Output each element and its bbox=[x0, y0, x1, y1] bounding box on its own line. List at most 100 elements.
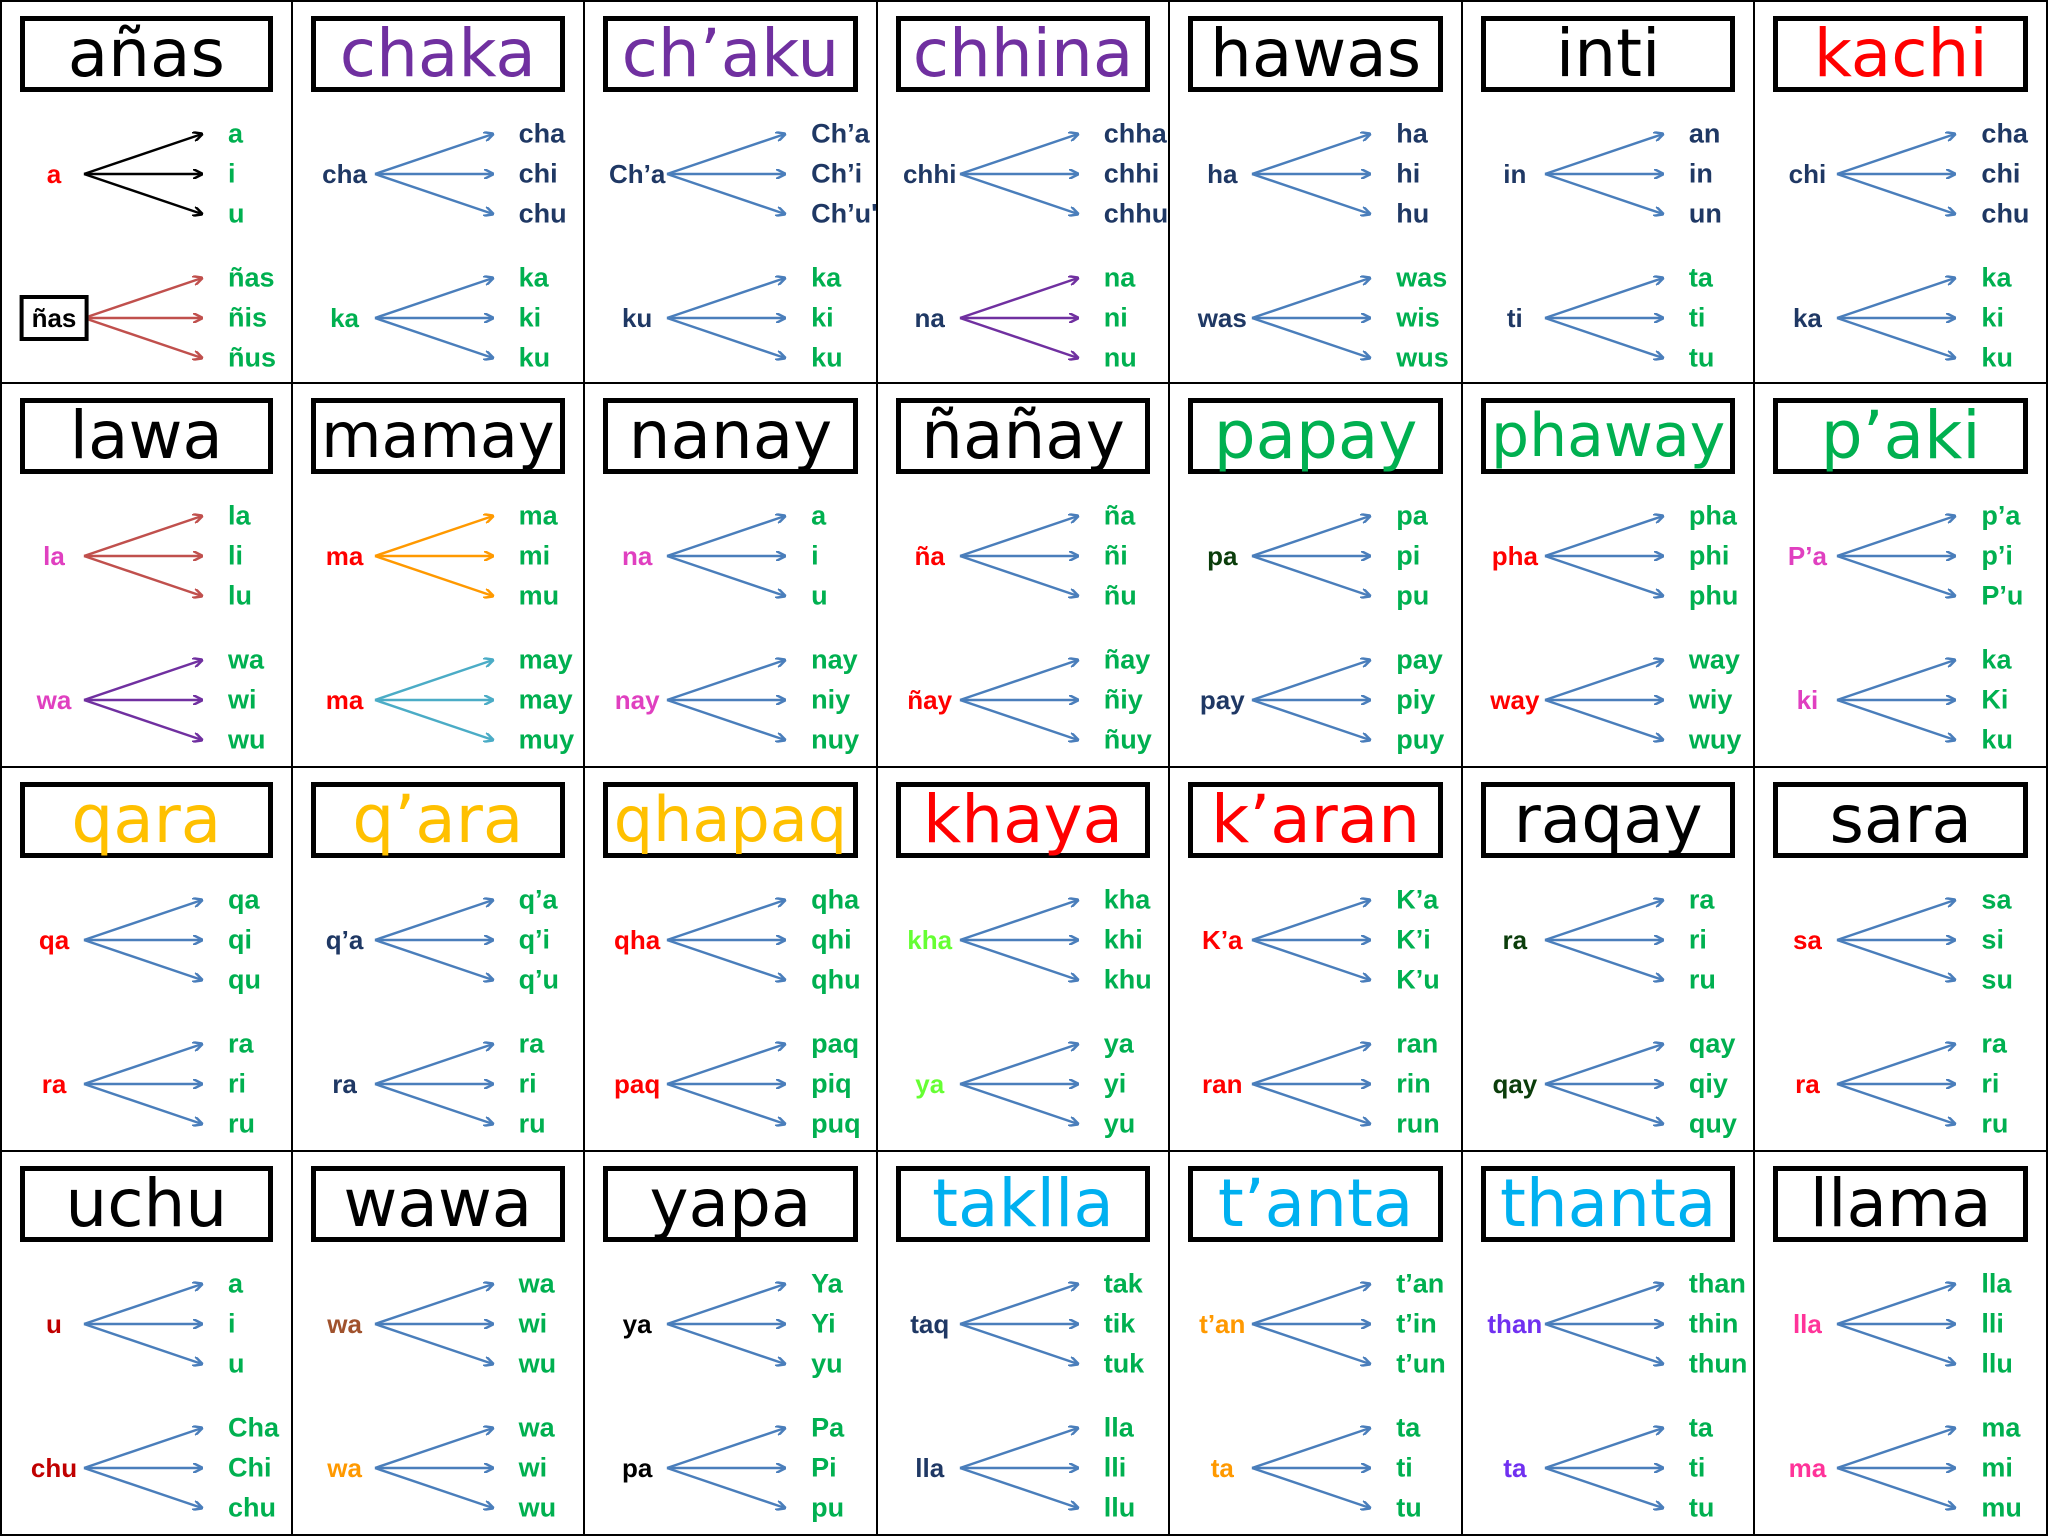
arrow-1 bbox=[1251, 278, 1370, 320]
syllable: wu bbox=[518, 1348, 557, 1379]
arrow-1 bbox=[666, 1428, 785, 1470]
arrow-1 bbox=[1837, 1044, 1955, 1086]
arrow-1 bbox=[83, 1284, 202, 1326]
syllable: hu bbox=[1396, 198, 1430, 229]
syllable: ñiy bbox=[1103, 684, 1143, 715]
syllable: q’a bbox=[518, 884, 558, 915]
root-syllable: ra bbox=[332, 1069, 357, 1099]
syllable: nay bbox=[811, 644, 858, 675]
syllable: ri bbox=[1981, 1068, 2000, 1099]
arrow-1 bbox=[83, 660, 202, 702]
root-syllable: ma bbox=[1788, 1453, 1827, 1483]
syllable: ri bbox=[228, 1068, 247, 1099]
arrow-1 bbox=[374, 900, 493, 942]
syllable: lli bbox=[1103, 1452, 1127, 1483]
arrow-3 bbox=[1837, 1322, 1955, 1364]
root-syllable: ka bbox=[1792, 303, 1822, 333]
syllable: pa bbox=[1396, 500, 1428, 531]
arrow-1 bbox=[1544, 900, 1663, 942]
syllable: thun bbox=[1688, 1348, 1748, 1379]
syllable: chu bbox=[1981, 198, 2030, 229]
syllable: wi bbox=[518, 1452, 548, 1483]
root-syllable: qha bbox=[614, 925, 661, 955]
syllable: P’u bbox=[1981, 580, 2024, 611]
word-title: qhapaq bbox=[613, 783, 848, 856]
syllable: u bbox=[811, 580, 828, 611]
word-title-box: thanta bbox=[1480, 1166, 1736, 1242]
syllable: ka bbox=[811, 262, 842, 293]
syllable: lli bbox=[1981, 1308, 2004, 1339]
syllable: quy bbox=[1688, 1108, 1737, 1139]
syllable: si bbox=[1981, 924, 2004, 955]
arrow-1 bbox=[1837, 900, 1955, 942]
arrow-1 bbox=[83, 516, 202, 558]
word-title-box: nanay bbox=[603, 398, 858, 474]
word-title-box: phaway bbox=[1480, 398, 1736, 474]
word-title: sara bbox=[1829, 781, 1972, 858]
root-syllable: ma bbox=[325, 541, 364, 571]
card-papay: papay pa pi pu pa pay piy puy pay bbox=[1170, 384, 1463, 768]
arrow-1 bbox=[1837, 1284, 1955, 1326]
arrow-1 bbox=[666, 278, 785, 320]
syllable: wa bbox=[228, 644, 265, 675]
arrow-3 bbox=[1837, 1466, 1955, 1508]
root-syllable: ya bbox=[622, 1309, 652, 1339]
arrow-1 bbox=[1251, 134, 1370, 176]
card-phaway: phaway pha phi phu pha way wiy wuy way bbox=[1462, 384, 1756, 768]
arrow-3 bbox=[666, 316, 785, 358]
root-syllable: pa bbox=[1207, 541, 1238, 571]
arrow-3 bbox=[959, 1082, 1078, 1124]
arrow-3 bbox=[959, 554, 1078, 596]
syllable: muy bbox=[518, 724, 575, 755]
root-syllable: ra bbox=[1795, 1069, 1820, 1099]
word-title: ch’aku bbox=[621, 15, 840, 92]
arrow-1 bbox=[83, 1044, 202, 1086]
arrow-1 bbox=[959, 660, 1078, 702]
arrow-3 bbox=[374, 698, 493, 740]
root-syllable: pha bbox=[1491, 541, 1538, 571]
syllable: i bbox=[228, 1308, 236, 1339]
syllable: ñuy bbox=[1103, 724, 1152, 755]
card-uchu: uchu a i u u Cha Chi chu chu bbox=[0, 1152, 293, 1536]
word-title-box: chaka bbox=[310, 15, 566, 92]
syllable: ki bbox=[1981, 302, 2004, 333]
syllable: nuy bbox=[811, 724, 860, 755]
arrow-3 bbox=[374, 1466, 493, 1508]
arrow-1 bbox=[666, 660, 785, 702]
word-title-box: khaya bbox=[895, 782, 1151, 858]
root-syllable: chi bbox=[1788, 159, 1827, 189]
syllable: tu bbox=[1688, 1492, 1715, 1523]
syllable: p’i bbox=[1981, 540, 2013, 571]
arrow-3 bbox=[1544, 554, 1663, 596]
root-syllable: taq bbox=[910, 1309, 950, 1339]
card-qhapaq: qhapaq qha qhi qhu qha paq piq puq paq bbox=[585, 768, 878, 1152]
arrow-1 bbox=[666, 900, 785, 942]
root-syllable: ki bbox=[1796, 685, 1819, 715]
word-title: chhina bbox=[912, 15, 1134, 92]
root-syllable: way bbox=[1490, 685, 1540, 715]
syllable: ñus bbox=[228, 342, 277, 373]
syllable: lla bbox=[1981, 1268, 2012, 1299]
word-title-box: taklla bbox=[895, 1166, 1151, 1242]
syllable: ya bbox=[1103, 1028, 1134, 1059]
syllable: in bbox=[1688, 158, 1713, 189]
syllable: puy bbox=[1396, 724, 1445, 755]
root-syllable: ña bbox=[914, 541, 945, 571]
card-hawas: hawas ha hi hu ha was wis wus was bbox=[1170, 0, 1463, 384]
syllable: wi bbox=[518, 1308, 548, 1339]
root-syllable: wa bbox=[327, 1309, 362, 1339]
root-syllable: sa bbox=[1792, 925, 1822, 955]
syllable: yu bbox=[1103, 1108, 1136, 1139]
arrow-3 bbox=[1251, 1466, 1370, 1508]
arrow-3 bbox=[374, 1082, 493, 1124]
arrow-3 bbox=[959, 316, 1078, 358]
syllable: ta bbox=[1688, 1412, 1713, 1443]
syllable: niy bbox=[811, 684, 851, 715]
word-title: chaka bbox=[339, 15, 536, 92]
root-syllable: q’a bbox=[325, 925, 364, 955]
syllable: cha bbox=[1981, 118, 2028, 149]
card-thanta: thanta than thin thun than ta ti tu ta bbox=[1462, 1152, 1756, 1536]
syllable: phu bbox=[1688, 580, 1739, 611]
syllable: un bbox=[1688, 198, 1722, 229]
word-title: qara bbox=[71, 781, 222, 858]
